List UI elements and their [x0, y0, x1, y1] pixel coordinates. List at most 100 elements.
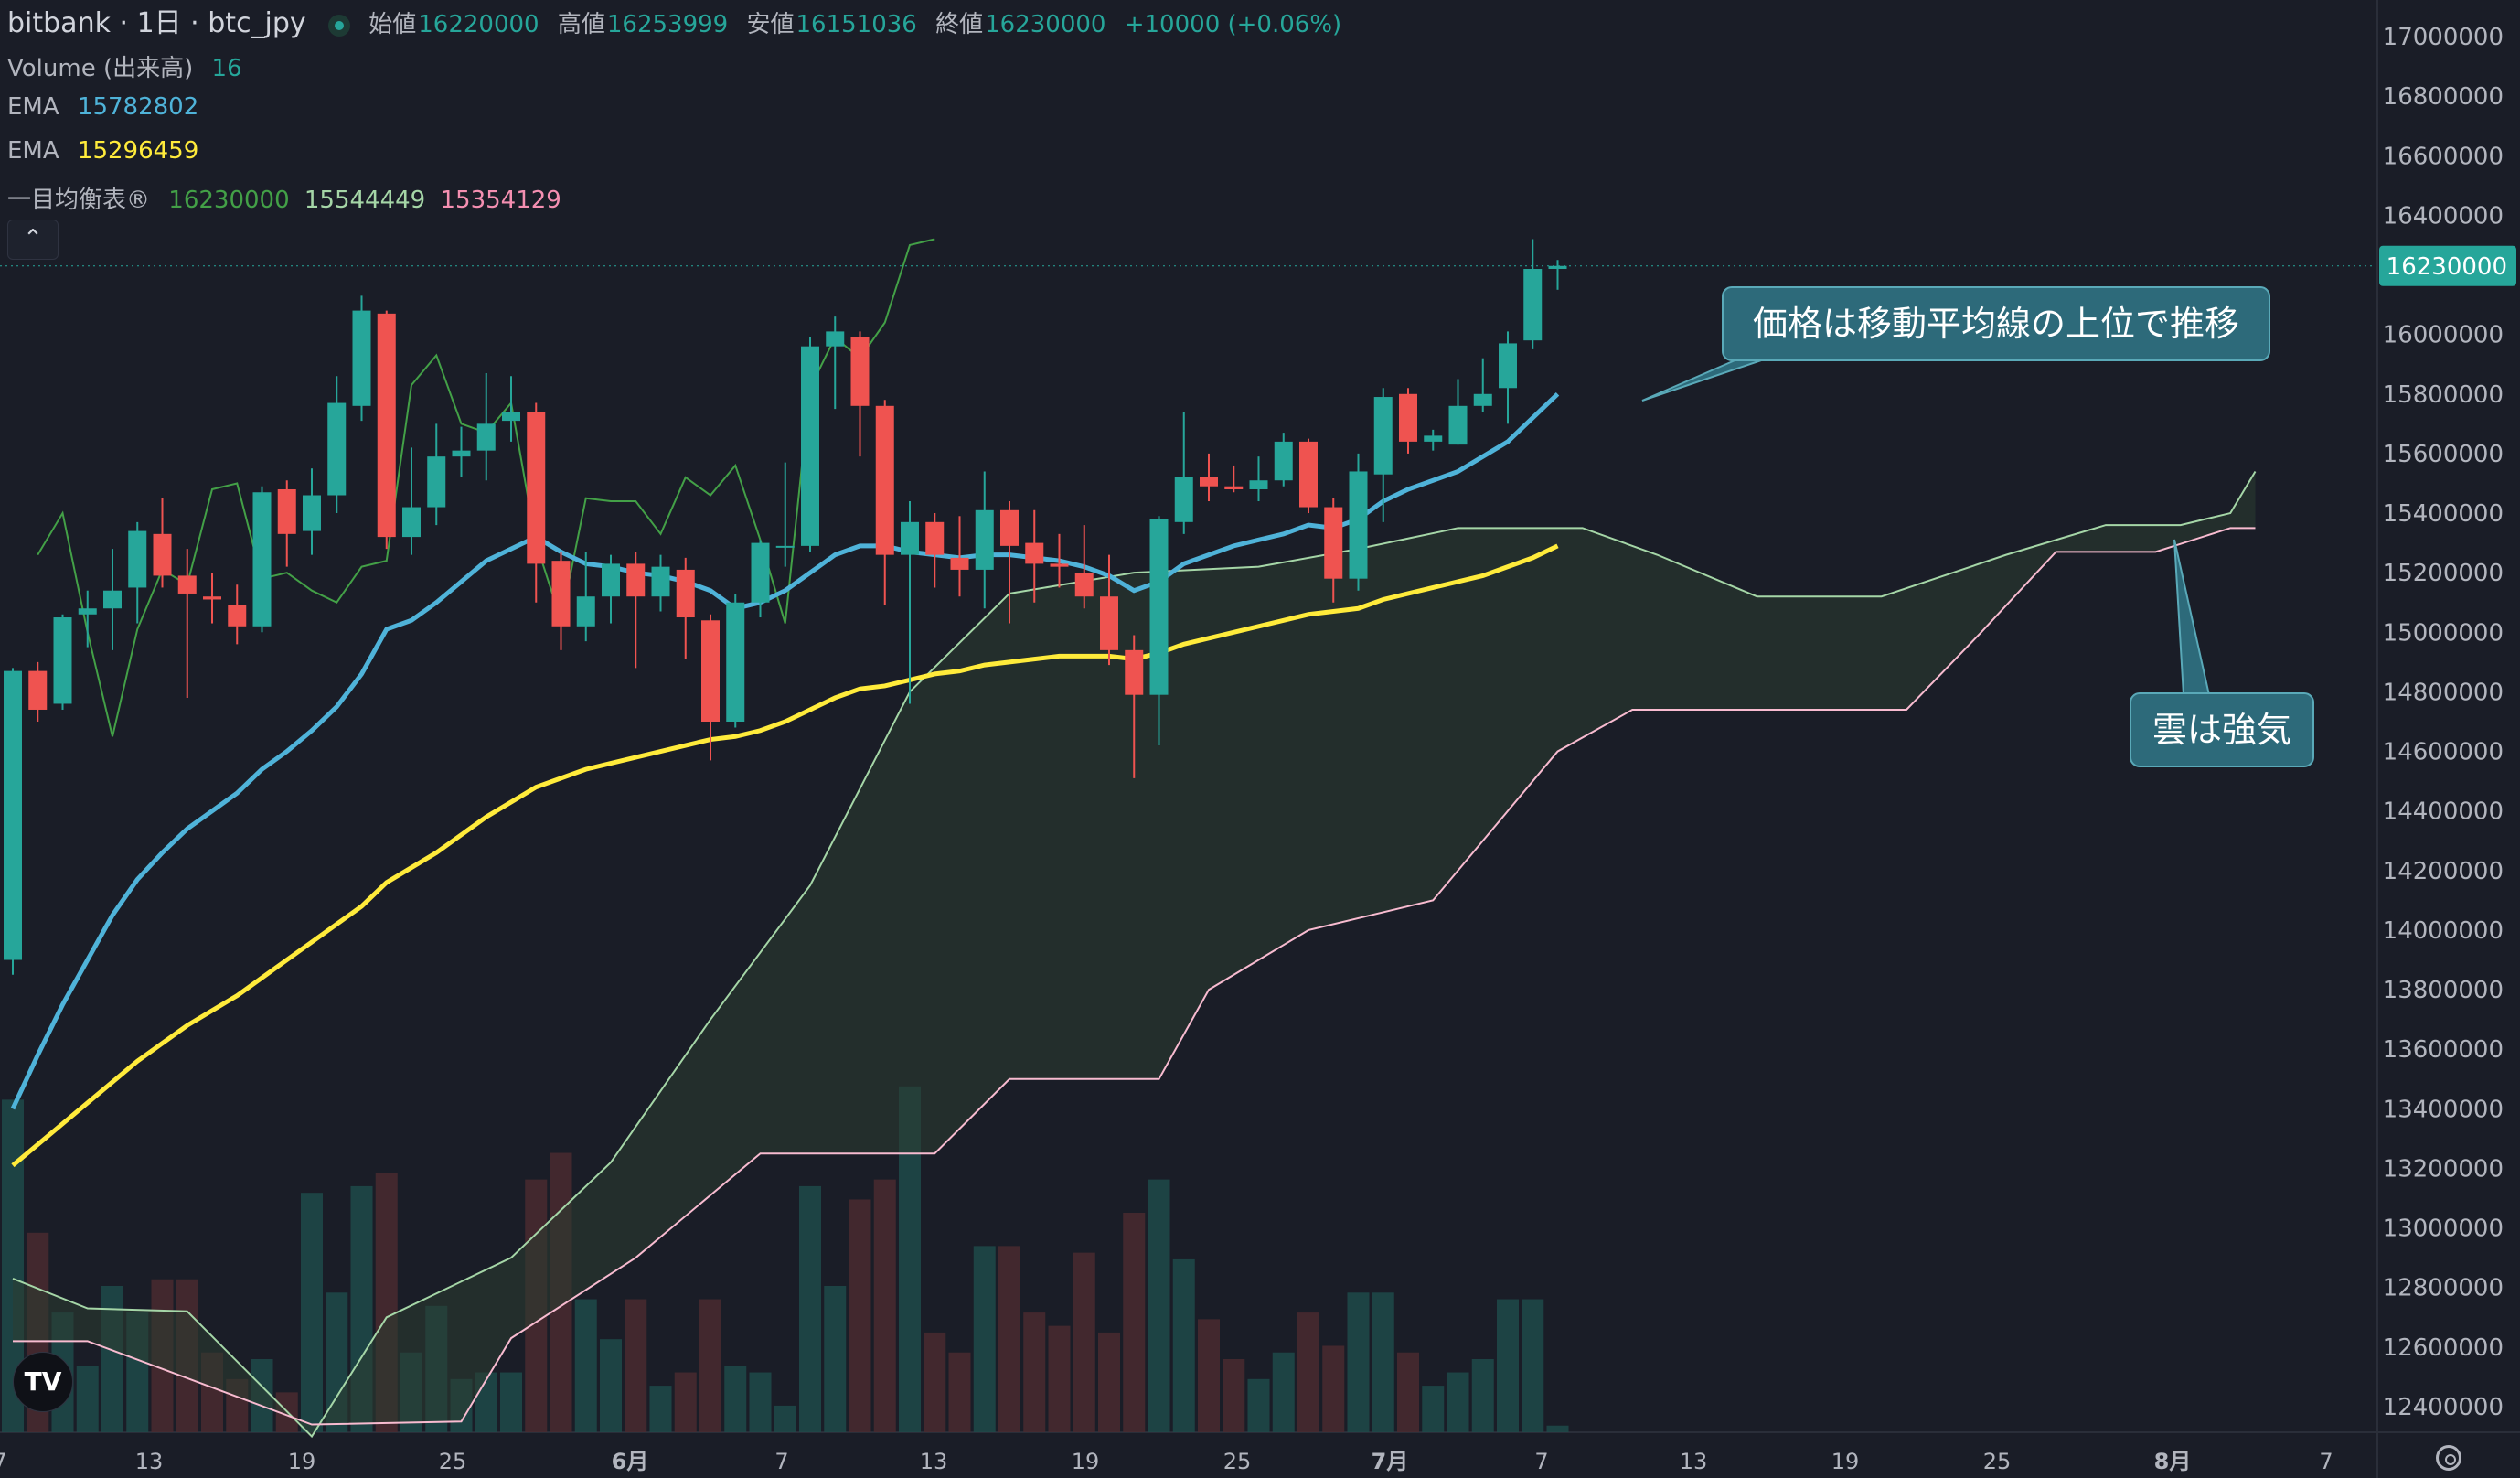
candle-body: [602, 563, 620, 597]
tradingview-logo-icon[interactable]: TV: [13, 1352, 73, 1412]
candle-body: [626, 563, 646, 597]
collapse-legend-button[interactable]: ⌃: [7, 220, 59, 260]
candle-body: [4, 670, 22, 960]
candle-body: [1373, 397, 1393, 475]
candle-body: [527, 412, 546, 564]
candle-body: [427, 456, 446, 508]
y-tick-label: 12400000: [2383, 1394, 2504, 1421]
volume-bar: [699, 1299, 721, 1432]
x-tick-label: 13: [920, 1449, 948, 1474]
volume-bar: [948, 1352, 971, 1432]
cloud-fill: [13, 471, 2256, 1437]
candle-body: [53, 617, 72, 704]
volume-bar: [1397, 1352, 1419, 1432]
candle-body: [203, 596, 221, 600]
volume-bar: [1172, 1258, 1195, 1432]
y-tick-label: 16000000: [2383, 322, 2504, 349]
y-tick-label: 13000000: [2383, 1216, 2504, 1243]
volume-legend[interactable]: Volume (出来高) 16: [7, 49, 253, 83]
volume-bar: [1322, 1345, 1345, 1432]
ema-fast-value: 15782802: [77, 93, 199, 121]
high-value: 16253999: [606, 11, 729, 38]
y-tick-label: 13800000: [2383, 977, 2504, 1004]
x-tick-label: 7月: [1372, 1449, 1409, 1474]
candle-body: [352, 310, 371, 406]
time-axis[interactable]: 7 13 19 25 6月 7 13 19 25 7月 7 13 19 25 8月 7: [0, 1449, 2333, 1474]
volume-bar: [1447, 1372, 1469, 1432]
volume-bar: [924, 1332, 946, 1432]
candle-body: [950, 557, 969, 570]
price-note-box: [1722, 286, 2270, 361]
candle-body: [901, 521, 919, 555]
x-tick-label: 19: [1072, 1449, 1100, 1474]
x-tick-label: 7: [2319, 1449, 2333, 1474]
candle-body: [1149, 519, 1169, 695]
candle-body: [1050, 563, 1069, 567]
candle-body: [1523, 269, 1543, 341]
volume-bar: [998, 1246, 1020, 1432]
candle-body: [801, 346, 819, 546]
x-tick-label: 25: [439, 1449, 467, 1474]
y-tick-label: 17000000: [2383, 24, 2504, 51]
volume-bar: [76, 1366, 99, 1432]
volume-bar: [1073, 1252, 1095, 1432]
volume-bar: [1198, 1319, 1220, 1432]
volume-bar: [1048, 1325, 1071, 1432]
chevron-up-icon: ⌃: [23, 225, 43, 252]
y-tick-label: 14200000: [2383, 858, 2504, 885]
change-value: +10000 (+0.06%): [1124, 11, 1342, 38]
lagging-span-line: [37, 238, 935, 737]
gear-icon[interactable]: [2436, 1445, 2461, 1471]
y-tick-label: 15800000: [2383, 381, 2504, 409]
open-label: 始値: [368, 11, 417, 38]
symbol-title[interactable]: bitbank · 1日 · btc_jpy: [7, 7, 306, 39]
volume-bar: [1546, 1425, 1569, 1432]
open-value: 16220000: [418, 11, 539, 38]
candle-body: [1224, 486, 1244, 489]
candle-body: [676, 569, 695, 618]
x-tick-label: 8月: [2154, 1449, 2192, 1474]
volume-bar: [824, 1286, 847, 1432]
y-tick-label: 13400000: [2383, 1096, 2504, 1123]
y-tick-label: 13600000: [2383, 1036, 2504, 1064]
leading-span-b-line: [13, 527, 2256, 1426]
live-status-icon: [327, 14, 350, 37]
cloud-note-box: [2130, 692, 2314, 767]
ema-fast-legend[interactable]: EMA 15782802: [7, 93, 209, 121]
volume-bar: [301, 1193, 323, 1432]
candle-body: [775, 545, 795, 548]
volume-bar: [1497, 1299, 1519, 1432]
candle-body: [751, 542, 770, 603]
y-tick-label: 15200000: [2383, 560, 2504, 587]
y-tick-label: 15600000: [2383, 441, 2504, 468]
ema-slow-value: 15296459: [77, 137, 199, 165]
ichimoku-legend[interactable]: 一目均衡表® 16230000 15544449 15354129: [7, 181, 572, 215]
price-badge-label: 16230000: [2387, 253, 2507, 281]
candle-body: [1125, 649, 1144, 695]
price-note-pointer: [1641, 358, 1767, 402]
candle-body: [28, 670, 48, 710]
candle-body: [1499, 343, 1517, 389]
candle-body: [975, 509, 994, 570]
ichimoku-value-3: 15354129: [440, 187, 561, 214]
volume-bar: [774, 1405, 796, 1432]
ichimoku-value-1: 16230000: [168, 187, 290, 214]
candle-body: [78, 608, 97, 615]
candle-body: [551, 561, 571, 627]
candle-body: [651, 566, 670, 597]
ema-slow-legend[interactable]: EMA 15296459: [7, 137, 209, 165]
x-tick-label: 7: [774, 1449, 788, 1474]
candle-body: [1473, 393, 1492, 406]
y-tick-label: 15000000: [2383, 619, 2504, 647]
volume-bar: [625, 1299, 647, 1432]
candle-body: [303, 495, 321, 531]
y-tick-label: 16400000: [2383, 202, 2504, 230]
candle-body: [1200, 477, 1218, 487]
y-tick-label: 14600000: [2383, 739, 2504, 766]
x-tick-label: 25: [1223, 1449, 1252, 1474]
candle-body: [726, 602, 745, 722]
candle-body: [875, 405, 894, 555]
